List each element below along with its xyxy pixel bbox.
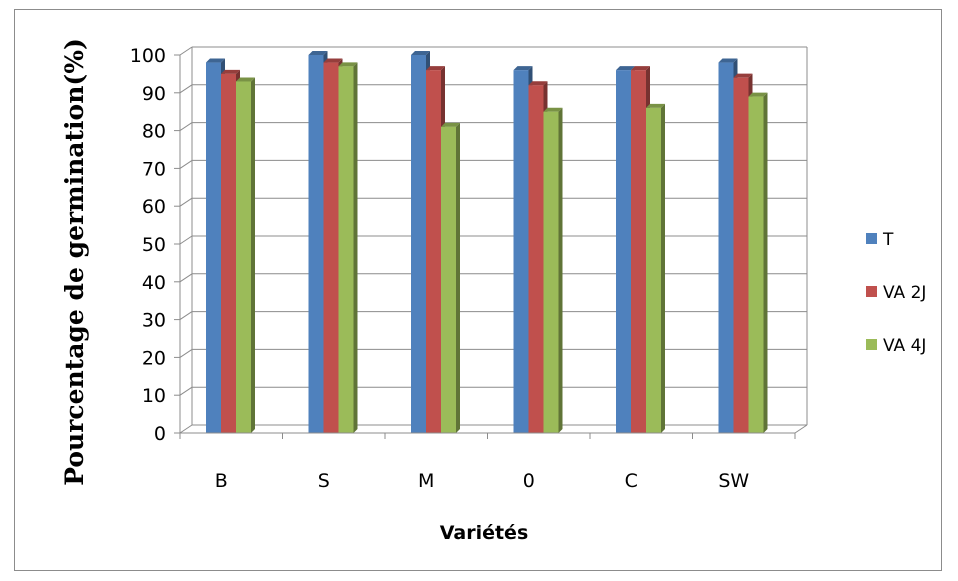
bar-front: [338, 66, 354, 433]
gridline-depth: [179, 235, 193, 245]
bar: [236, 77, 255, 434]
bar-front: [206, 62, 221, 434]
x-tick-label: SW: [718, 470, 749, 492]
bar-front: [513, 70, 529, 434]
y-tick-label: 70: [142, 158, 166, 180]
bars: [206, 51, 768, 434]
x-tick-label: 0: [523, 470, 535, 492]
x-tick-label: B: [215, 470, 228, 492]
gridline-depth: [179, 46, 193, 56]
y-tick-label: 30: [142, 310, 166, 332]
bar-front: [616, 70, 631, 434]
bar-top: [206, 58, 225, 63]
bar: [338, 62, 358, 434]
bar-front: [323, 62, 339, 434]
bar-side: [558, 107, 563, 433]
bar: [646, 103, 665, 434]
gridline-depth: [179, 424, 193, 434]
x-axis-title: Variétés: [440, 522, 529, 544]
y-tick-label: 0: [154, 423, 166, 445]
gridline-depth: [179, 311, 193, 321]
bar-front: [543, 111, 559, 433]
bar-front: [411, 55, 426, 433]
bar-front: [221, 73, 236, 434]
y-axis-title: Pourcentage de germination(%): [60, 38, 89, 486]
bar-front: [441, 126, 456, 433]
chart-frame: [14, 9, 942, 571]
bar: [543, 107, 563, 433]
legend-swatch: [866, 233, 877, 244]
bar-top: [323, 58, 343, 63]
bar-top: [411, 51, 430, 55]
x-tick-label: M: [418, 470, 434, 492]
y-tick-label: 60: [142, 196, 166, 218]
y-tick-label: 50: [142, 234, 166, 256]
bar-top: [441, 122, 460, 127]
legend-swatch: [866, 286, 877, 297]
y-tick-label: 10: [142, 385, 166, 407]
bar-top: [646, 103, 665, 108]
legend-label: VA 2J: [883, 283, 926, 303]
bar-top: [221, 69, 240, 74]
bar-top: [748, 92, 768, 97]
y-tick-label: 40: [142, 272, 166, 294]
gridline-depth: [179, 122, 193, 132]
bar-front: [646, 107, 661, 434]
gridline-depth: [179, 197, 193, 207]
gridline-depth: [179, 159, 193, 169]
y-tick-label: 100: [130, 45, 166, 67]
y-tick-label: 80: [142, 121, 166, 143]
bar: [441, 122, 460, 433]
legend-item: VA 2J: [866, 283, 926, 303]
bar-side: [763, 92, 768, 433]
bar-front: [748, 96, 764, 433]
x-tick-label: S: [318, 470, 330, 492]
legend-item: T: [866, 230, 894, 250]
bar-top: [338, 62, 358, 67]
bar-side: [353, 62, 358, 434]
bar-top: [733, 73, 753, 78]
bar-front: [236, 81, 251, 434]
gridline-depth: [179, 84, 193, 94]
y-tick-label: 20: [142, 347, 166, 369]
bar-side: [661, 103, 665, 434]
bar-top: [631, 66, 650, 71]
bar-front: [718, 62, 734, 434]
bar-front: [631, 70, 646, 434]
bar-side: [251, 77, 255, 434]
bar-top: [236, 77, 255, 82]
floor-right-edge: [794, 424, 808, 434]
bar-top: [308, 51, 328, 55]
gridline-depth: [179, 348, 193, 358]
legend: T VA 2J VA 4J: [866, 230, 926, 356]
bar-top: [616, 66, 635, 71]
legend-swatch: [866, 339, 877, 350]
bar-side: [456, 122, 460, 433]
legend-item: VA 4J: [866, 336, 926, 356]
gridlines: [179, 46, 808, 434]
legend-label: T: [882, 230, 894, 250]
bar-top: [426, 66, 445, 71]
x-tick-label: C: [625, 470, 638, 492]
bar-front: [528, 85, 544, 434]
bar-top: [718, 58, 738, 63]
axes: 0 10 20 30 40 50 60 70 80 90 100 B S M 0 C SW: [130, 45, 808, 492]
gridline-depth: [179, 273, 193, 283]
bar: [748, 92, 768, 433]
bar-front: [426, 70, 441, 434]
bar-front: [733, 77, 749, 434]
legend-label: VA 4J: [883, 336, 926, 356]
bar-top: [513, 66, 533, 71]
gridline-depth: [179, 386, 193, 396]
bar-front: [308, 55, 324, 433]
bar-top: [528, 81, 548, 86]
y-tick-label: 90: [142, 83, 166, 105]
bar-top: [543, 107, 563, 112]
